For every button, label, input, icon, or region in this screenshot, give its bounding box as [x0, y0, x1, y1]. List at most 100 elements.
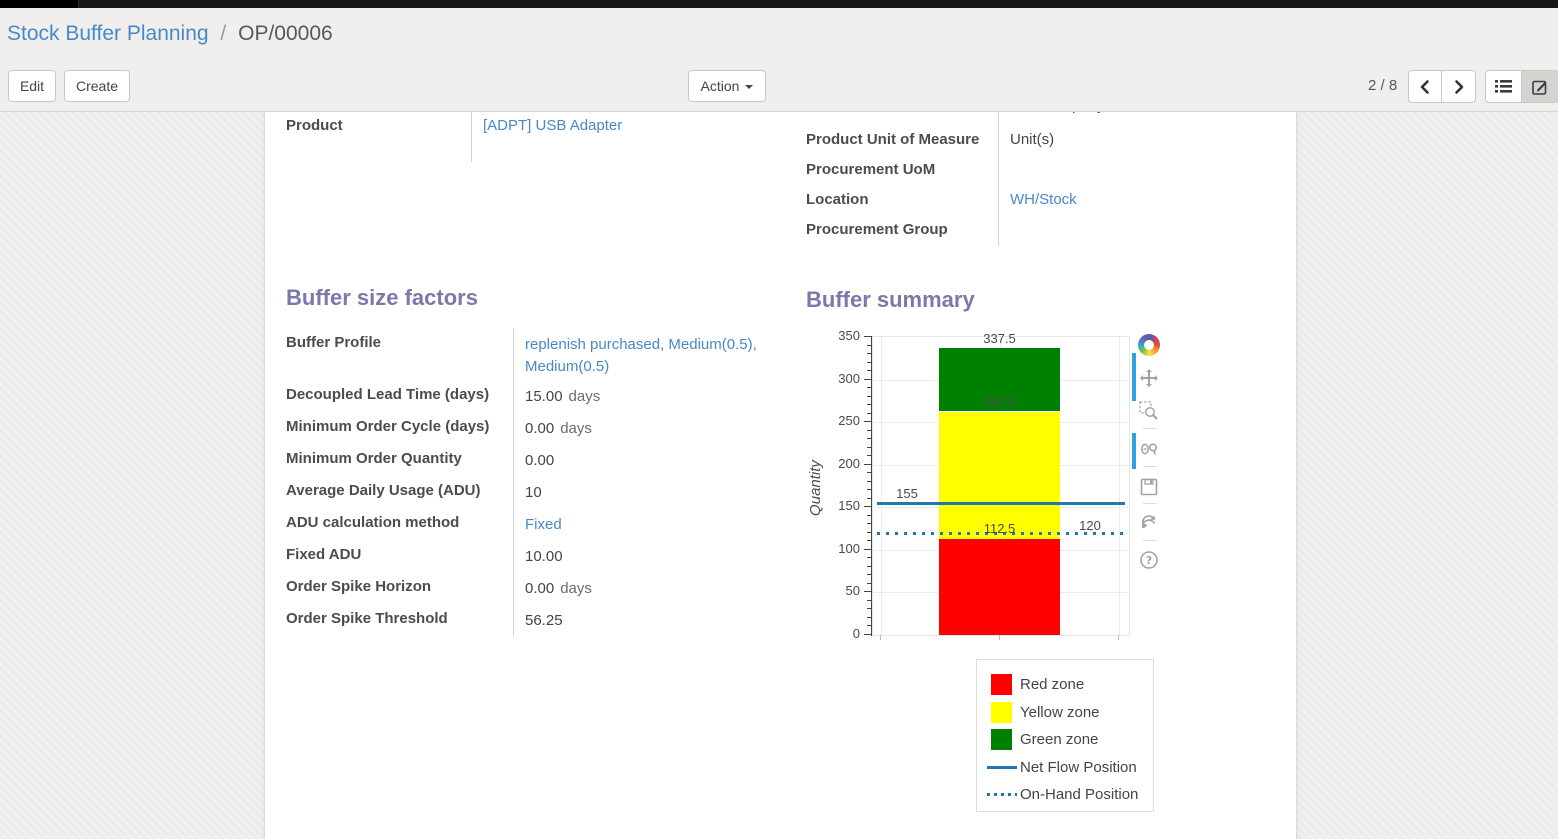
list-view-icon — [1495, 80, 1512, 93]
edit-button[interactable]: Edit — [8, 70, 56, 102]
procurement-field-group: YourCompany Product Unit of Measure Unit… — [806, 112, 1274, 246]
min-order-qty-value: 0.00 — [513, 444, 772, 476]
product-uom-label: Product Unit of Measure — [806, 131, 980, 148]
modebar-divider-1 — [1143, 428, 1157, 429]
box-zoom-icon — [1139, 401, 1158, 420]
ytick-270 — [867, 404, 871, 406]
form-view-button[interactable] — [1522, 70, 1558, 103]
procurement-group-value — [998, 216, 1274, 246]
legend-item-green-zone[interactable]: Green zone — [977, 726, 1153, 754]
legend-item-net-flow-position[interactable]: Net Flow Position — [977, 754, 1153, 782]
buffer-profile-value-link[interactable]: replenish purchased, Medium(0.5), Medium… — [525, 336, 757, 375]
reset-axes-button[interactable] — [1136, 509, 1162, 535]
ytick-10 — [867, 625, 871, 627]
ytick-40 — [867, 599, 871, 601]
fixed-adu-label: Fixed ADU — [286, 546, 362, 563]
ytick-210 — [867, 455, 871, 457]
field-row-procurement-group: Procurement Group — [806, 216, 1274, 246]
ytick-320 — [867, 361, 871, 363]
product-value-link[interactable]: [ADPT] USB Adapter — [483, 117, 623, 134]
adu-method-value-link[interactable]: Fixed — [525, 516, 562, 533]
ytick-180 — [867, 480, 871, 482]
adu-label: Average Daily Usage (ADU) — [286, 482, 481, 499]
ytick-340 — [867, 344, 871, 346]
field-row-adu: Average Daily Usage (ADU) 10 — [286, 476, 772, 508]
field-row-min-order-cycle: Minimum Order Cycle (days) 0.00 days — [286, 412, 772, 444]
pager-value[interactable]: 2 / 8 — [1368, 77, 1398, 94]
dlt-label: Decoupled Lead Time (days) — [286, 386, 490, 403]
chart-legend: Red zone Yellow zone Green zone Net Flow Po… — [976, 659, 1154, 812]
min-order-cycle-value: 0.00 — [525, 420, 555, 437]
save-image-button[interactable] — [1136, 474, 1162, 500]
compare-hover-button[interactable] — [1136, 437, 1162, 463]
legend-swatch-dotted-line — [987, 793, 1017, 797]
buffer-profile-label: Buffer Profile — [286, 334, 382, 351]
top-chrome-bar — [0, 0, 1558, 8]
box-zoom-button[interactable] — [1136, 398, 1162, 424]
pager-previous-button[interactable] — [1408, 70, 1442, 103]
pager-next-button[interactable] — [1442, 70, 1476, 103]
spike-threshold-label: Order Spike Threshold — [286, 610, 448, 627]
xtick-0 — [880, 635, 881, 640]
form-view-content: Product [ADPT] USB Adapter YourCompany P… — [0, 112, 1558, 839]
dlt-suffix: days — [568, 388, 601, 405]
ytick-label-50: 50 — [845, 583, 860, 599]
compare-hover-icon — [1141, 443, 1158, 455]
help-button[interactable]: ? — [1136, 547, 1162, 573]
field-row-dlt: Decoupled Lead Time (days) 15.00 days — [286, 380, 772, 412]
ytick-280 — [867, 395, 871, 397]
ytick-label-300: 300 — [838, 370, 860, 386]
min-order-qty-label: Minimum Order Quantity — [286, 450, 462, 467]
spike-threshold-value: 56.25 — [513, 604, 772, 636]
adu-value: 10 — [513, 476, 772, 508]
legend-swatch-square — [991, 674, 1012, 696]
product-field-group: Product [ADPT] USB Adapter — [286, 112, 732, 162]
location-label: Location — [806, 191, 869, 208]
breadcrumb-parent-link[interactable]: Stock Buffer Planning — [7, 22, 209, 45]
plotly-logo-button[interactable] — [1136, 332, 1162, 358]
spike-horizon-value: 0.00 — [525, 580, 555, 597]
company-value-clipped: YourCompany — [998, 112, 1274, 126]
chevron-right-icon — [1454, 79, 1463, 94]
label-net-flow-position: 155 — [896, 486, 918, 502]
modebar-divider-2 — [1143, 466, 1157, 467]
fixed-adu-value: 10.00 — [513, 540, 772, 572]
location-value-link[interactable]: WH/Stock — [1010, 191, 1077, 208]
min-order-cycle-label: Minimum Order Cycle (days) — [286, 418, 490, 435]
spike-horizon-label: Order Spike Horizon — [286, 578, 432, 595]
buffer-summary-title: Buffer summary — [806, 287, 975, 312]
legend-label: Red zone — [1020, 676, 1085, 694]
breadcrumb: Stock Buffer Planning / OP/00006 — [7, 22, 333, 46]
action-dropdown-button[interactable]: Action — [688, 70, 766, 102]
ytick-70 — [867, 574, 871, 576]
legend-item-red-zone[interactable]: Red zone — [977, 671, 1153, 699]
line-net-flow-position — [877, 502, 1125, 506]
ytick-120 — [867, 531, 871, 533]
ytick-100 — [864, 548, 871, 550]
legend-item-yellow-zone[interactable]: Yellow zone — [977, 699, 1153, 727]
y-axis-title: Quantity — [807, 460, 824, 516]
ytick-50 — [864, 591, 871, 593]
breadcrumb-row: Stock Buffer Planning / OP/00006 — [0, 8, 1558, 60]
field-row-company-clipped: YourCompany — [806, 112, 1274, 126]
ytick-230 — [867, 438, 871, 440]
view-switcher-group — [1485, 70, 1558, 103]
field-row-location: Location WH/Stock — [806, 186, 1274, 216]
product-uom-value: Unit(s) — [998, 126, 1274, 156]
field-row-procurement-uom: Procurement UoM — [806, 156, 1274, 186]
xtick-1 — [999, 635, 1000, 640]
ytick-190 — [867, 472, 871, 474]
min-order-cycle-suffix: days — [560, 420, 592, 437]
create-button[interactable]: Create — [64, 70, 130, 102]
pan-button[interactable] — [1136, 365, 1162, 391]
list-view-button[interactable] — [1485, 70, 1522, 103]
help-icon: ? — [1140, 551, 1158, 569]
product-label: Product — [286, 117, 343, 134]
plot-area[interactable]: 337.5 262.5 112.5 155 120 — [872, 331, 1130, 636]
ytick-350 — [864, 336, 871, 337]
line-on-hand-position — [877, 531, 1125, 535]
ytick-label-0: 0 — [852, 626, 860, 641]
company-label-clipped — [806, 112, 998, 126]
legend-item-on-hand-position[interactable]: On-Hand Position — [977, 781, 1153, 809]
